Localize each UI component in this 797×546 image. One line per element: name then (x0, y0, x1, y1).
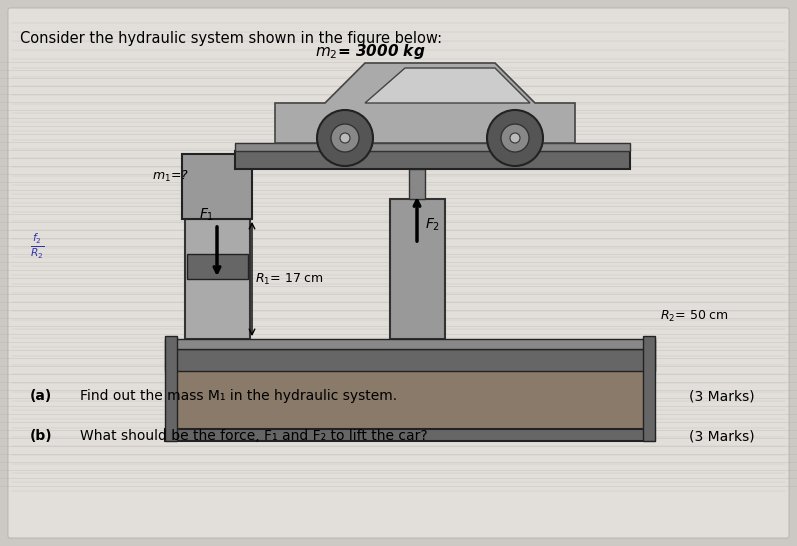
Text: $F_2$: $F_2$ (425, 217, 440, 233)
Text: $F_1$: $F_1$ (199, 207, 214, 223)
Circle shape (487, 110, 543, 166)
Bar (185, 219, 250, 339)
Text: (3 Marks): (3 Marks) (689, 429, 755, 443)
Text: What should be the force, F₁ and F₂ to lift the car?: What should be the force, F₁ and F₂ to l… (80, 429, 428, 443)
Text: $R_1$= 17 cm: $R_1$= 17 cm (255, 271, 324, 287)
Bar (235, 143, 630, 151)
Circle shape (501, 124, 529, 152)
Bar (409, 169, 425, 199)
Text: $R_2$= 50 cm: $R_2$= 50 cm (660, 308, 729, 324)
Bar (390, 199, 445, 339)
Text: $m_2$= 3000 kg: $m_2$= 3000 kg (315, 42, 426, 61)
Circle shape (510, 133, 520, 143)
Bar (165, 336, 177, 441)
Text: (3 Marks): (3 Marks) (689, 389, 755, 403)
Circle shape (317, 110, 373, 166)
Bar (165, 339, 655, 349)
Text: (b): (b) (30, 429, 53, 443)
Bar (165, 429, 655, 441)
Circle shape (331, 124, 359, 152)
Polygon shape (275, 63, 575, 143)
Text: (a): (a) (30, 389, 53, 403)
Bar (643, 336, 655, 441)
Text: $\frac{f_2}{R_2}$: $\frac{f_2}{R_2}$ (30, 232, 45, 260)
Bar (235, 151, 630, 169)
Text: Find out the mass M₁ in the hydraulic system.: Find out the mass M₁ in the hydraulic sy… (80, 389, 397, 403)
Bar (165, 349, 655, 371)
FancyBboxPatch shape (8, 8, 789, 538)
Text: Consider the hydraulic system shown in the figure below:: Consider the hydraulic system shown in t… (20, 31, 442, 46)
Text: $m_1$=?: $m_1$=? (152, 169, 189, 184)
Bar (182, 154, 252, 219)
Polygon shape (365, 68, 530, 103)
Bar (187, 254, 248, 279)
Circle shape (340, 133, 350, 143)
Bar (167, 369, 653, 431)
